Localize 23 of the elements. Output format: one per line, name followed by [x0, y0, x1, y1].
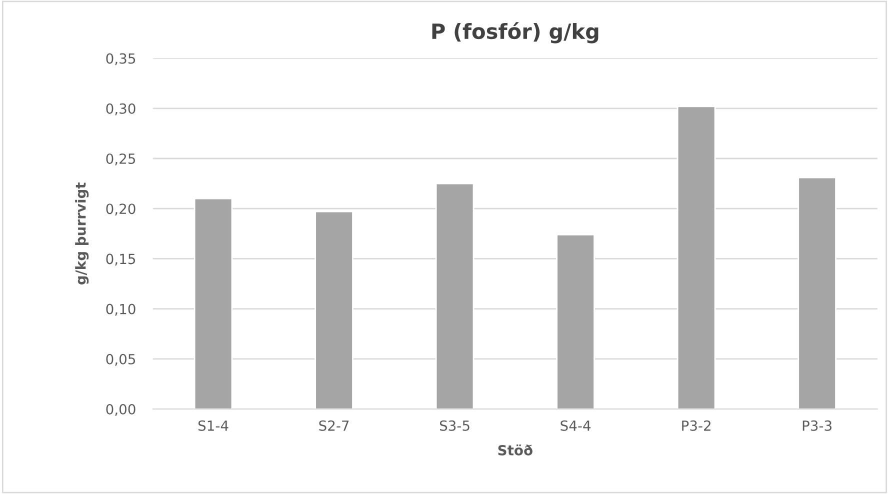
bar: [435, 182, 474, 410]
x-tick-label: S4-4: [560, 420, 591, 431]
chart-title: P (fosfór) g/kg: [432, 22, 598, 44]
x-tick-label: S2-7: [319, 420, 349, 431]
x-axis-title: Stöð: [498, 444, 532, 456]
y-axis-title: g/kg þurrvigt: [75, 182, 89, 285]
bar: [194, 198, 233, 410]
x-tick-label: S1-4: [198, 420, 228, 431]
x-tick-label: P3-2: [682, 420, 710, 431]
bar: [798, 176, 836, 410]
bar: [556, 234, 595, 410]
y-tick-label: 0,10: [106, 304, 136, 316]
y-tick-label: 0,25: [106, 153, 136, 166]
y-tick-label: 0,15: [106, 254, 136, 266]
y-tick-label: 0,30: [106, 103, 136, 116]
y-tick-label: 0,20: [106, 204, 136, 216]
bar: [676, 106, 716, 410]
x-tick-label: P3-3: [802, 420, 832, 431]
y-tick-label: 0,00: [106, 404, 136, 416]
bar: [314, 210, 354, 410]
y-tick-label: 0,35: [106, 53, 136, 66]
x-tick-label: S3-5: [440, 420, 470, 431]
y-tick-label: 0,05: [106, 354, 136, 366]
